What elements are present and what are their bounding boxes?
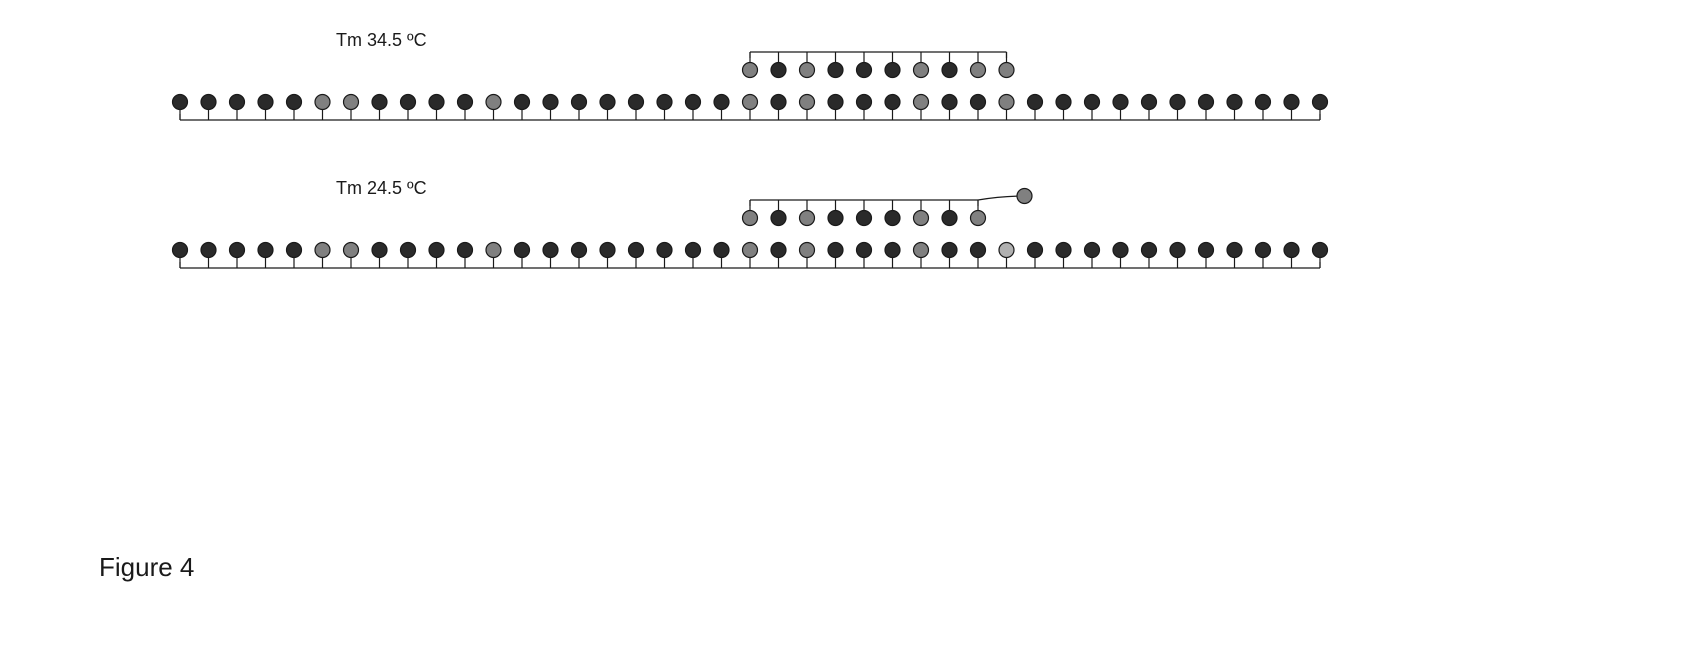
figure-label: Figure 4 xyxy=(99,552,194,583)
diagram-svg xyxy=(0,0,1708,672)
tm-label: Tm 24.5 ºC xyxy=(336,178,427,199)
tm-label: Tm 34.5 ºC xyxy=(336,30,427,51)
